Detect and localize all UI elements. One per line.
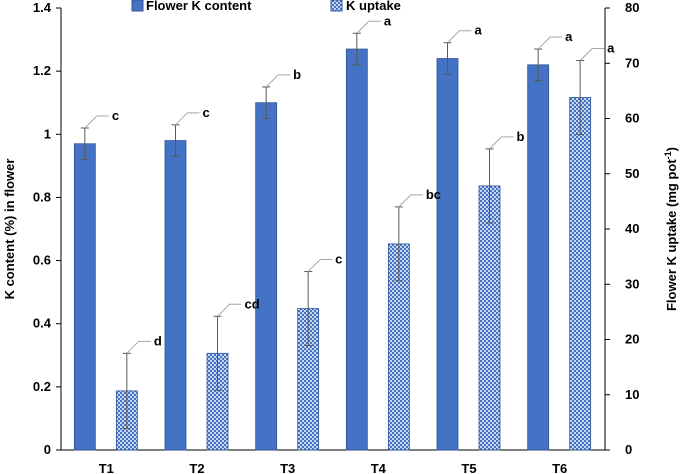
letter-leader-k-uptake	[398, 194, 423, 208]
left-tick-labels: 0 0.2 0.4 0.6 0.8 1 1.2 1.4	[33, 0, 61, 457]
significance-letter-k-content: c	[203, 105, 210, 120]
legend-swatch-k-content	[131, 0, 144, 12]
right-tick-label: 40	[625, 221, 639, 236]
right-tick-label: 0	[625, 442, 632, 457]
right-tick-label: 70	[625, 55, 639, 70]
left-tick-label: 1.2	[33, 63, 51, 78]
x-tick-label: T4	[371, 461, 387, 474]
bar-k-content	[164, 140, 187, 451]
axes	[60, 8, 606, 451]
bar-k-content	[255, 102, 278, 451]
right-tick-labels: 0 10 20 30 40 50 60 70 80	[605, 0, 639, 457]
right-tick-label: 80	[625, 0, 639, 15]
letter-leader-k-content	[175, 112, 200, 126]
letter-leader-k-content	[356, 20, 381, 34]
letter-leader-k-uptake	[307, 259, 333, 272]
right-tick-label: 20	[625, 332, 639, 347]
left-tick-label: 0	[44, 442, 51, 457]
bar-k-content	[345, 48, 368, 451]
legend-swatch-k-uptake	[330, 0, 343, 12]
letter-leader-k-content	[537, 36, 563, 50]
letter-leader-k-uptake	[489, 136, 514, 150]
bar-k-content	[527, 64, 550, 451]
right-axis-title-sup: -1	[663, 151, 673, 159]
left-tick-label: 1.4	[33, 0, 52, 15]
letter-leader-k-content	[84, 115, 109, 129]
significance-letter-k-uptake: bc	[426, 187, 441, 202]
right-axis-title: Flower K uptake (mg pot-1)	[663, 147, 679, 311]
bar-k-uptake	[478, 185, 501, 451]
significance-letter-k-content: a	[565, 29, 573, 44]
significance-letter-k-uptake: cd	[245, 296, 260, 311]
error-bars	[80, 20, 605, 429]
bars	[73, 48, 592, 451]
right-tick-label: 60	[625, 111, 639, 126]
x-tick-labels: T1 T2 T3 T4 T5 T6	[99, 461, 568, 474]
significance-letters: c c b a a a d cd c bc b a	[112, 13, 615, 348]
left-tick-label: 1	[44, 126, 51, 141]
letter-leader-k-uptake	[126, 340, 151, 354]
right-axis-title-end: )	[664, 147, 679, 151]
legend-label-k-content: Flower K content	[146, 0, 252, 13]
significance-letter-k-uptake: b	[517, 129, 525, 144]
x-tick-label: T3	[280, 461, 295, 474]
right-tick-label: 10	[625, 387, 639, 402]
legend-label-k-uptake: K uptake	[346, 0, 401, 13]
significance-letter-k-content: c	[112, 108, 119, 123]
x-tick-label: T2	[189, 461, 204, 474]
right-tick-label: 30	[625, 276, 639, 291]
letter-leader-k-content	[447, 30, 472, 44]
left-tick-label: 0.8	[33, 189, 51, 204]
left-tick-label: 0.6	[33, 253, 51, 268]
significance-letter-k-content: a	[475, 23, 483, 38]
significance-letter-k-uptake: c	[335, 252, 342, 267]
letter-leader-k-uptake	[217, 303, 242, 317]
letter-leader-k-uptake	[579, 47, 605, 61]
bar-k-content	[73, 143, 96, 451]
x-tick-label: T5	[461, 461, 476, 474]
letter-leader-k-content	[265, 74, 291, 88]
bar-k-content	[436, 58, 459, 451]
significance-letter-k-uptake: d	[154, 333, 162, 348]
left-axis-title: K content (%) in flower	[2, 159, 17, 300]
x-tick-label: T6	[552, 461, 567, 474]
right-tick-label: 50	[625, 166, 639, 181]
bar-k-uptake	[569, 97, 592, 451]
significance-letter-k-content: a	[384, 13, 392, 28]
significance-letter-k-uptake: a	[607, 40, 615, 55]
x-tick-label: T1	[99, 461, 114, 474]
significance-letter-k-content: b	[293, 67, 301, 82]
right-axis-title-main: Flower K uptake (mg pot	[664, 159, 679, 311]
left-tick-label: 0.2	[33, 379, 51, 394]
legend: Flower K content K uptake	[131, 0, 401, 13]
left-tick-label: 0.4	[33, 316, 52, 331]
